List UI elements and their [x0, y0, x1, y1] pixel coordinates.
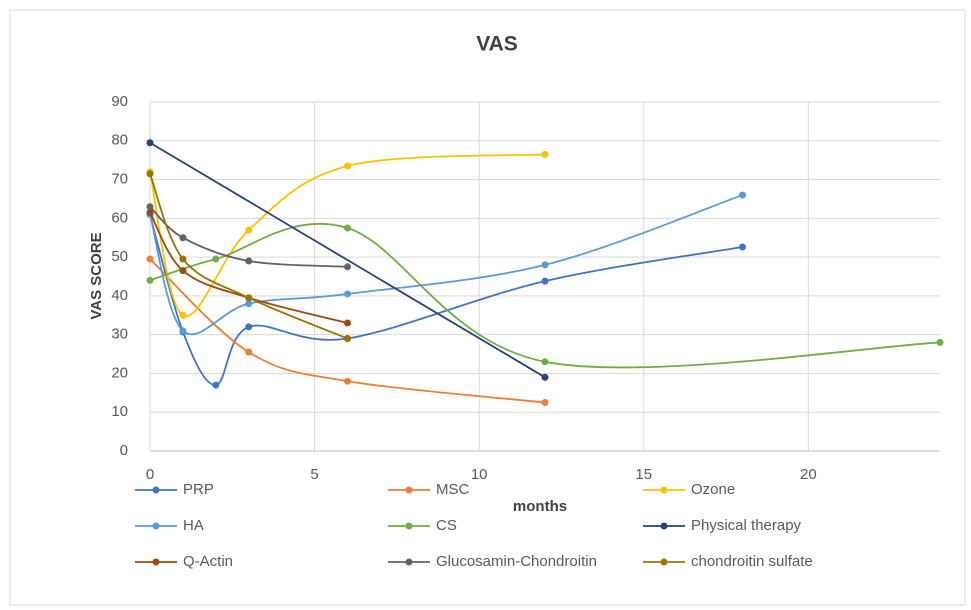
data-point: [739, 191, 746, 199]
series-line: [149, 141, 546, 379]
data-point: [541, 261, 549, 269]
y-tick-label: 0: [120, 442, 128, 459]
chart-title: VAS: [476, 33, 518, 56]
data-point: [146, 203, 154, 211]
data-point: [245, 294, 253, 302]
data-point: [245, 323, 253, 331]
x-tick-label: 15: [635, 466, 652, 483]
series-line: [149, 258, 546, 404]
x-tick-label: 0: [146, 466, 154, 483]
legend-marker: [152, 486, 160, 494]
data-point: [179, 255, 187, 263]
y-tick-label: 60: [111, 209, 128, 226]
data-point: [344, 162, 351, 170]
data-point: [179, 311, 187, 319]
x-tick-label: 5: [310, 466, 318, 483]
data-point: [541, 277, 549, 285]
data-point: [146, 170, 154, 178]
y-tick-label: 10: [111, 403, 128, 420]
data-point: [541, 399, 549, 407]
data-point: [146, 255, 154, 263]
legend-marker: [405, 486, 413, 494]
data-point: [541, 373, 549, 381]
legend-marker: [660, 522, 668, 530]
x-tick-label: 10: [471, 466, 488, 483]
data-point: [212, 255, 220, 263]
y-tick-label: 30: [111, 326, 128, 343]
data-point: [344, 263, 351, 271]
chart-border: [9, 9, 966, 606]
legend-marker: [405, 558, 413, 566]
legend-label: Q-Actin: [183, 553, 233, 570]
data-point: [245, 257, 253, 265]
legend-label: HA: [183, 517, 204, 534]
data-point: [179, 267, 187, 275]
data-point: [245, 226, 253, 234]
y-axis-label: VAS SCORE: [88, 232, 105, 319]
legend-label: CS: [436, 517, 457, 534]
legend-marker: [152, 558, 160, 566]
data-point: [344, 319, 351, 327]
series-line: [149, 212, 348, 324]
y-tick-label: 40: [111, 287, 128, 304]
legend-label: PRP: [183, 481, 214, 498]
data-point: [344, 377, 351, 385]
data-point: [541, 358, 549, 366]
y-tick-label: 80: [111, 132, 128, 149]
legend-marker: [660, 558, 668, 566]
data-point: [936, 338, 944, 346]
legend-label: Glucosamin-Chondroitin: [436, 553, 597, 570]
data-point: [245, 348, 253, 356]
legend-marker: [152, 522, 160, 530]
data-point: [179, 327, 187, 335]
data-point: [212, 381, 220, 389]
y-tick-label: 90: [111, 93, 128, 110]
y-tick-label: 20: [111, 364, 128, 381]
series-line: [149, 194, 743, 336]
data-point: [146, 139, 154, 147]
series-line: [149, 173, 348, 340]
legend-label: MSC: [436, 481, 470, 498]
data-point: [344, 224, 351, 232]
data-point: [179, 234, 187, 242]
data-point: [146, 276, 154, 284]
legend-marker: [660, 486, 668, 494]
legend-label: Ozone: [691, 481, 735, 498]
x-axis-label: months: [513, 498, 567, 515]
data-point: [739, 243, 746, 251]
data-point: [344, 290, 351, 298]
x-tick-label: 20: [800, 466, 817, 483]
data-point: [146, 209, 154, 217]
data-point: [344, 335, 351, 343]
legend-label: Physical therapy: [691, 517, 802, 534]
legend-label: chondroitin sulfate: [691, 553, 813, 570]
data-point: [541, 150, 549, 158]
y-tick-label: 50: [111, 248, 128, 265]
y-tick-label: 70: [111, 171, 128, 188]
legend-marker: [405, 522, 413, 530]
data-point: [245, 300, 253, 308]
